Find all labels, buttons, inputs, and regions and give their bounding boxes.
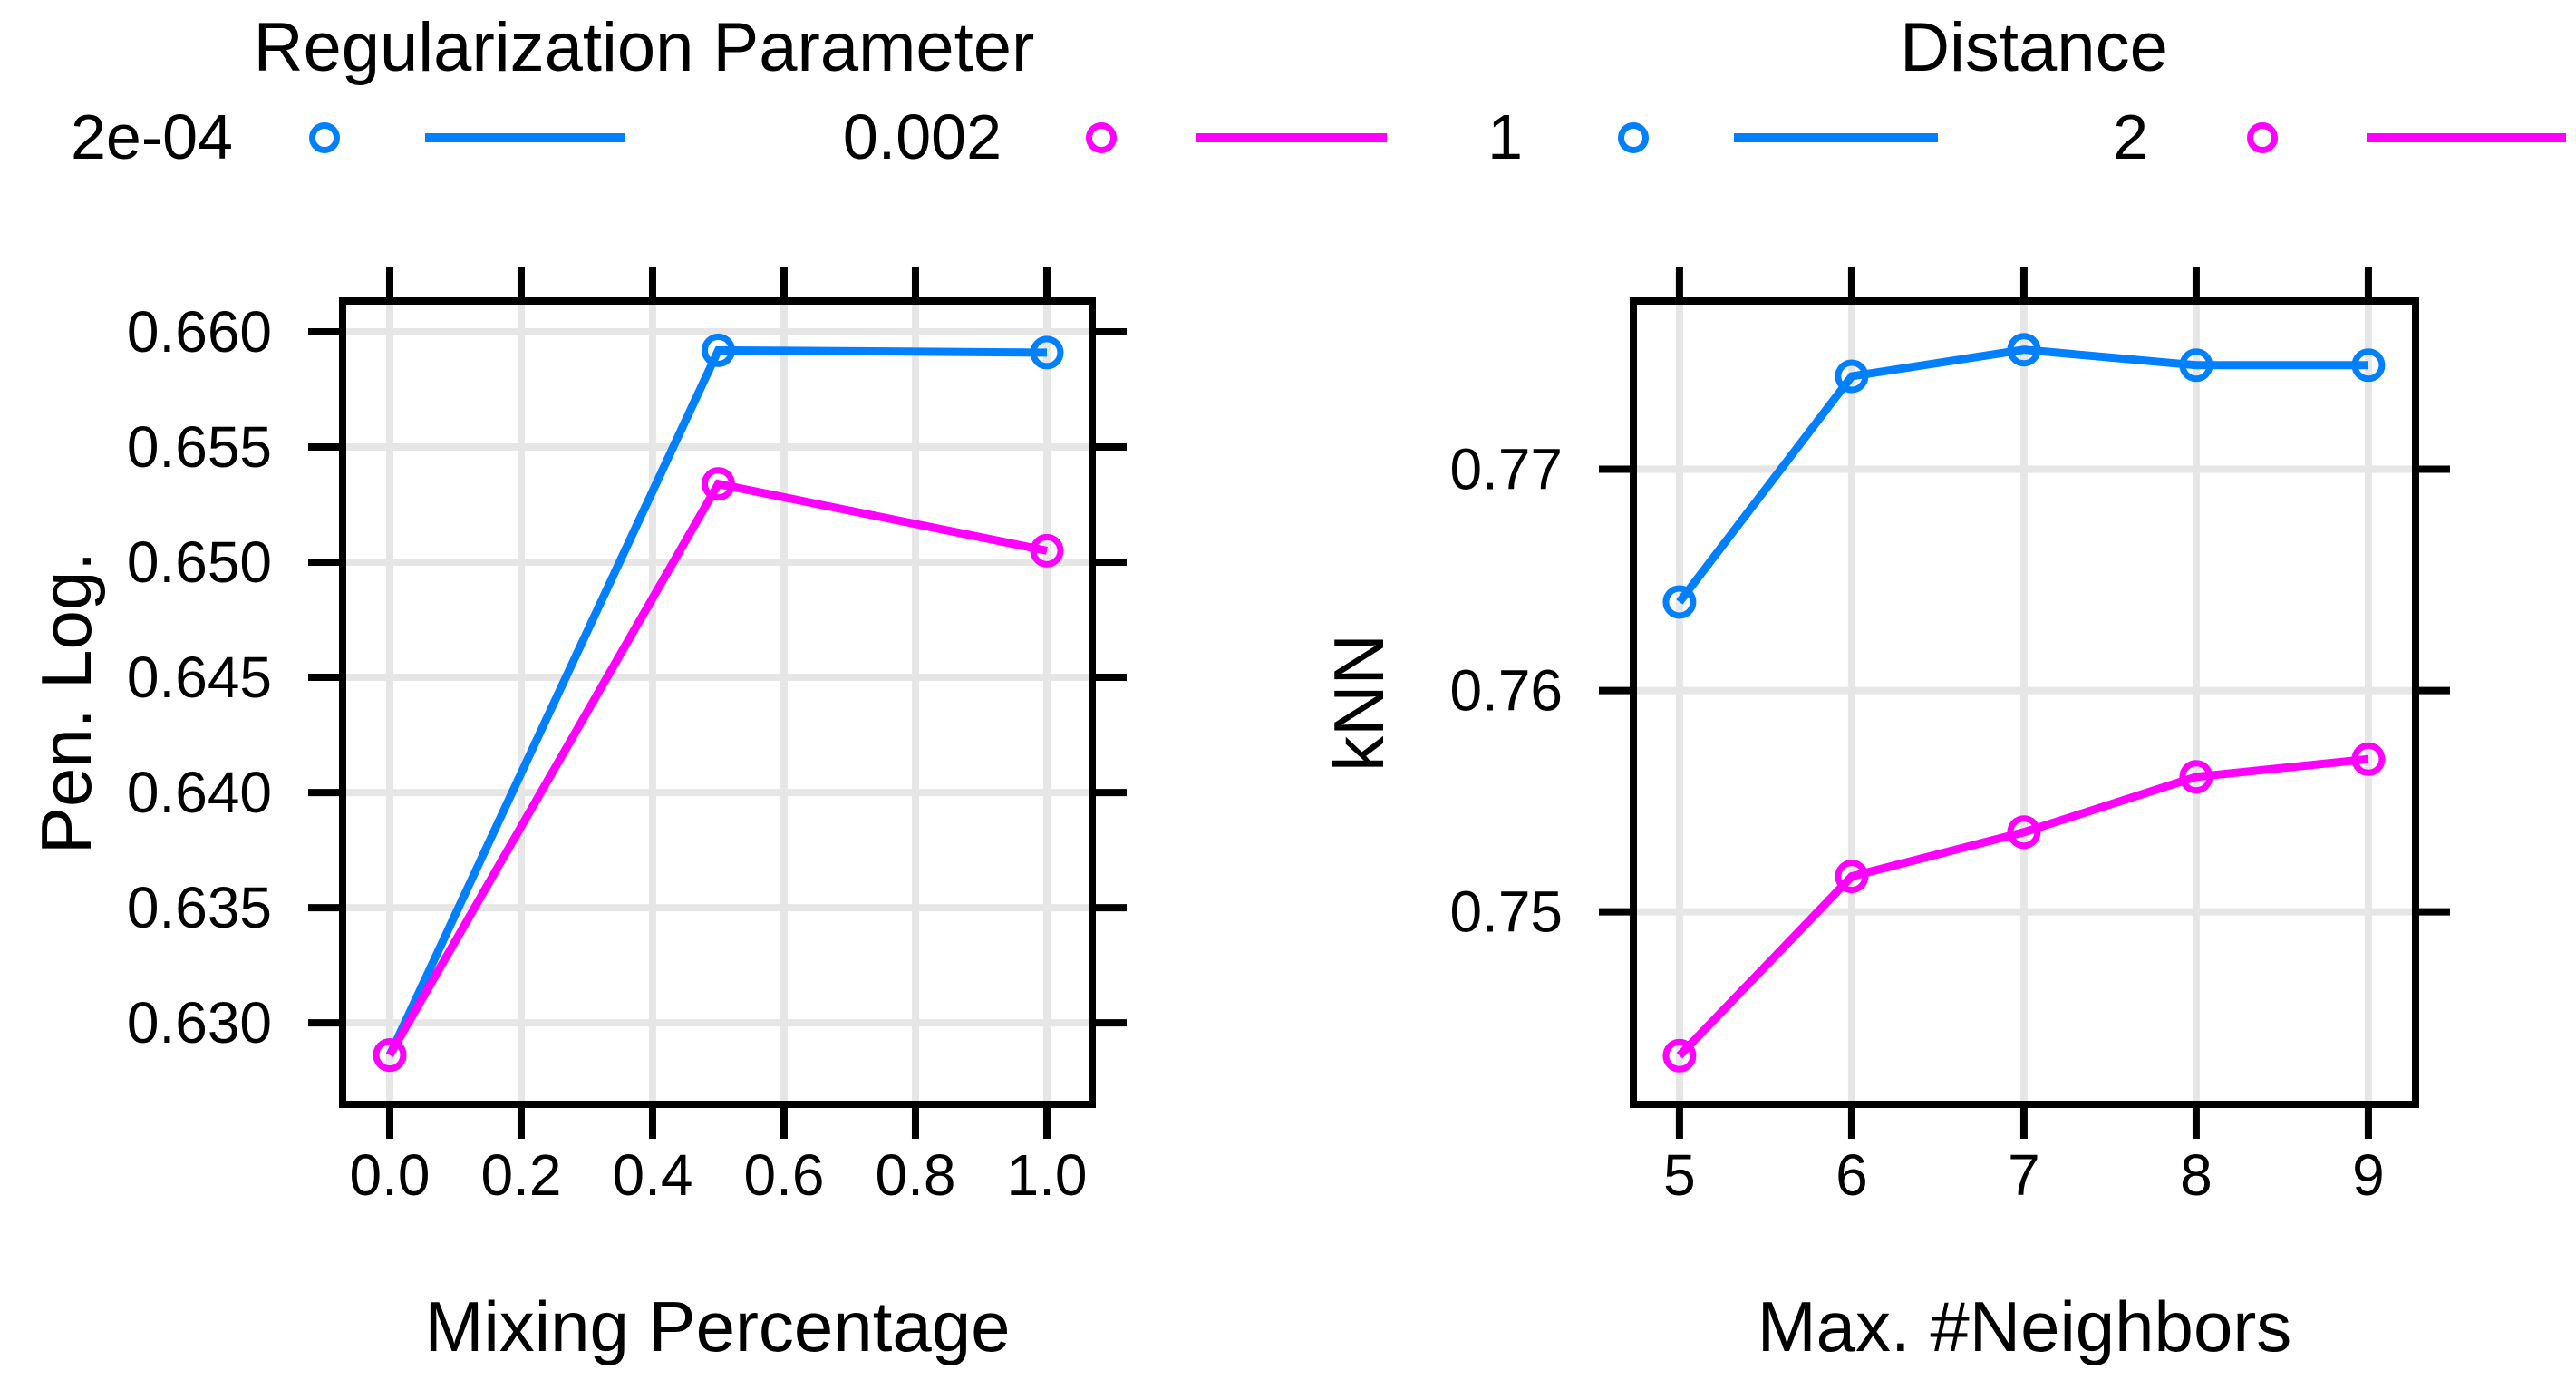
y-axis-title: Pen. Log. — [26, 551, 106, 854]
data-point-marker-2 — [2351, 742, 2386, 776]
x-axis-tick-label: 1.0 — [1006, 1142, 1087, 1208]
data-point-marker-1 — [2179, 348, 2213, 383]
legend-entry-label-2e-04: 2e-04 — [70, 102, 233, 172]
y-axis-tick-label: 0.655 — [127, 414, 272, 480]
legend-entry-label-0.002: 0.002 — [842, 102, 1002, 172]
data-point-marker-1 — [1662, 585, 1697, 619]
data-point-marker-2 — [2007, 815, 2041, 850]
x-axis-tick-label: 8 — [2180, 1142, 2213, 1208]
data-point-marker-2e-04 — [1030, 335, 1064, 370]
legend-marker-circle-icon — [1086, 122, 1117, 153]
legend-marker-circle-icon — [2247, 122, 2278, 153]
legend-line-swatch — [425, 133, 625, 142]
x-axis-title: Max. #Neighbors — [1758, 1287, 2292, 1366]
x-axis-tick-label: 0.4 — [612, 1142, 692, 1208]
x-axis-tick-label: 5 — [1663, 1142, 1696, 1208]
y-axis-title: kNN — [1319, 634, 1399, 772]
y-axis-tick-label: 0.635 — [127, 875, 272, 940]
series-line-1 — [1676, 345, 2368, 605]
legend-line-swatch — [1196, 133, 1387, 142]
data-point-marker-2e-04 — [701, 333, 735, 367]
x-axis-tick-label: 0.2 — [480, 1142, 561, 1208]
x-axis-tick-label: 0.6 — [743, 1142, 824, 1208]
legend-entry-label-distance-2: 2 — [2113, 102, 2148, 172]
data-point-marker-1 — [2351, 348, 2386, 383]
y-axis-tick-label: 0.645 — [127, 645, 272, 710]
panel-border — [339, 297, 1096, 1108]
y-axis-tick-label: 0.630 — [127, 990, 272, 1055]
data-point-marker-2 — [1835, 860, 1869, 894]
x-axis-tick-label: 0.8 — [875, 1142, 955, 1208]
x-axis-tick-label: 7 — [2008, 1142, 2040, 1208]
data-point-marker-1 — [1835, 359, 1869, 394]
x-axis-tick-label: 9 — [2352, 1142, 2385, 1208]
y-axis-tick-label: 0.640 — [127, 760, 272, 825]
y-axis-tick-label: 0.76 — [1449, 658, 1563, 724]
x-axis-tick-label: 0.0 — [349, 1142, 430, 1208]
legend-title-regularization-parameter: Regularization Parameter — [253, 9, 1035, 86]
y-axis-tick-label: 0.650 — [127, 530, 272, 595]
legend-line-swatch — [1734, 133, 1938, 142]
y-axis-tick-label: 0.75 — [1449, 880, 1563, 945]
data-point-marker-2 — [2179, 760, 2213, 794]
legend-marker-circle-icon — [1618, 122, 1649, 153]
x-axis-title: Mixing Percentage — [424, 1287, 1010, 1366]
data-point-marker-1 — [2007, 333, 2041, 367]
legend-entry-label-distance-1: 1 — [1487, 102, 1523, 172]
data-point-marker-0.002 — [373, 1038, 407, 1073]
legend-title-distance: Distance — [1900, 9, 2168, 86]
data-point-marker-0.002 — [701, 467, 735, 501]
y-axis-tick-label: 0.660 — [127, 299, 272, 364]
legend-line-swatch — [2367, 133, 2566, 142]
series-line-2 — [1676, 754, 2369, 1059]
legend-marker-circle-icon — [309, 122, 340, 153]
series-line-0.002 — [386, 479, 1048, 1057]
series-line-2e-04 — [385, 345, 1048, 1057]
data-point-marker-2 — [1662, 1038, 1697, 1073]
y-axis-tick-label: 0.77 — [1449, 436, 1563, 501]
data-point-marker-0.002 — [1030, 533, 1064, 568]
x-axis-tick-label: 6 — [1835, 1142, 1868, 1208]
